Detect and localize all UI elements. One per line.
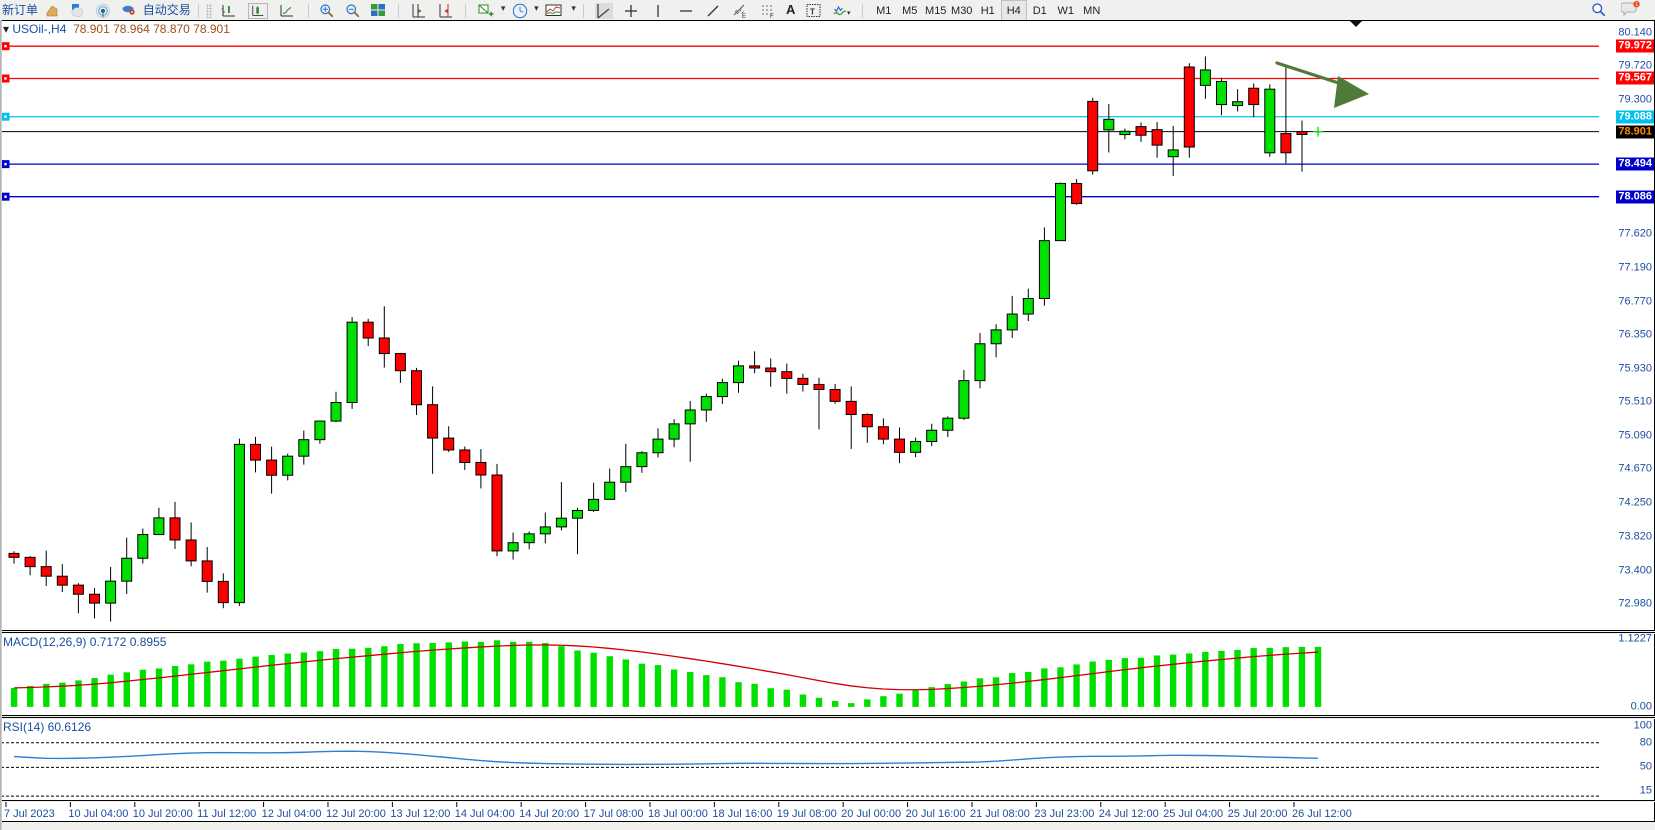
svg-text:1: 1 bbox=[1635, 2, 1638, 8]
svg-text:F: F bbox=[770, 14, 774, 19]
svg-text:T: T bbox=[810, 8, 815, 17]
svg-text:▾: ▾ bbox=[847, 10, 851, 17]
svg-text:E: E bbox=[742, 14, 746, 19]
